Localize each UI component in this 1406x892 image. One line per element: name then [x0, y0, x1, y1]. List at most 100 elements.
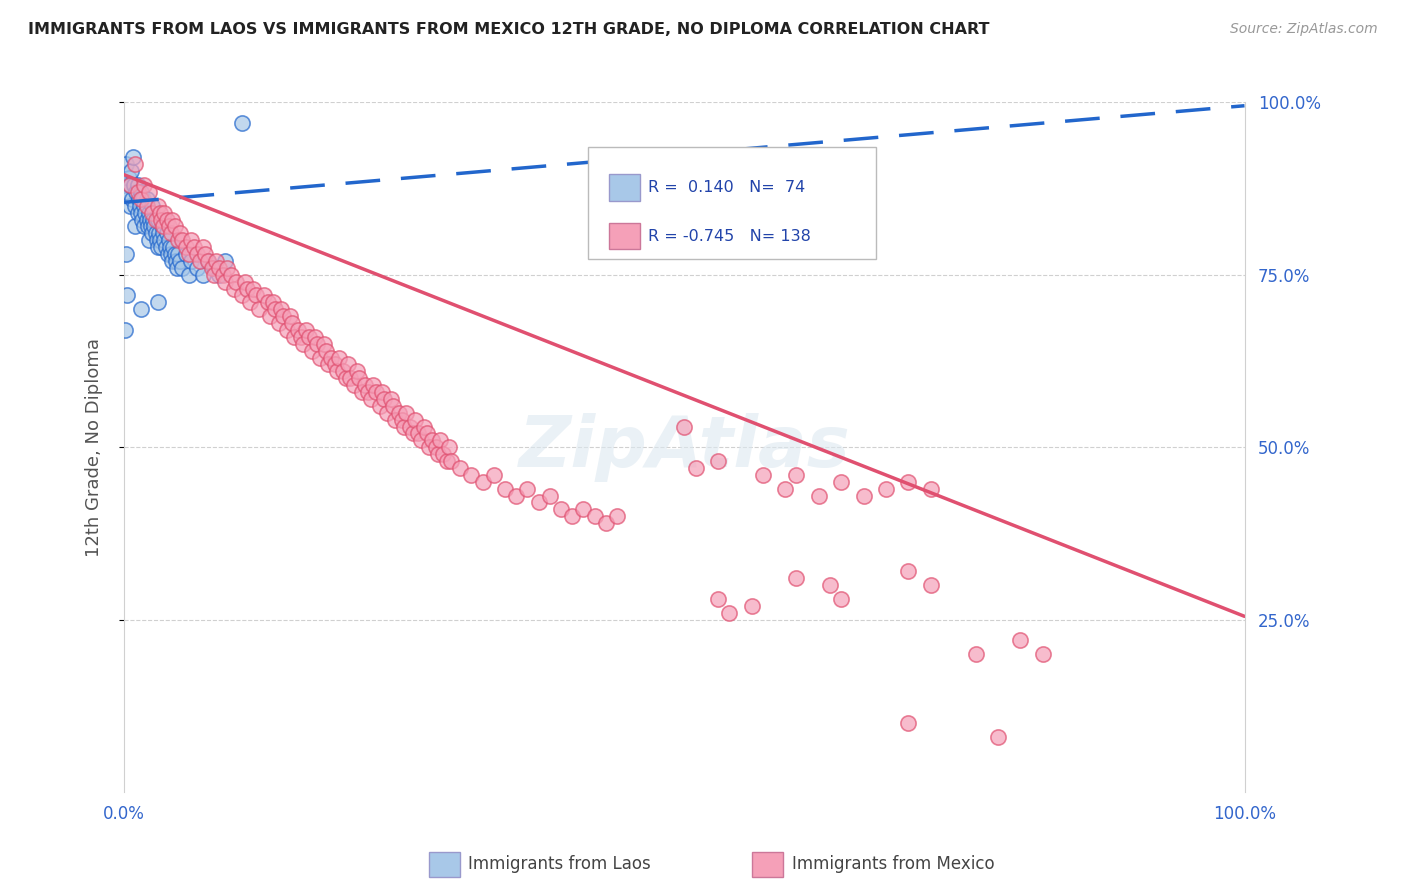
- Point: [152, 227, 174, 241]
- Point: [150, 240, 173, 254]
- Point: [426, 447, 449, 461]
- Point: [987, 730, 1010, 744]
- Point: [160, 227, 183, 241]
- Point: [309, 351, 332, 365]
- Point: [163, 247, 186, 261]
- Point: [135, 212, 157, 227]
- Point: [346, 364, 368, 378]
- Point: [785, 205, 807, 219]
- Point: [398, 419, 420, 434]
- Point: [315, 343, 337, 358]
- Point: [186, 247, 208, 261]
- Point: [219, 268, 242, 282]
- Point: [115, 247, 138, 261]
- Point: [149, 205, 172, 219]
- Point: [673, 419, 696, 434]
- Point: [357, 385, 380, 400]
- Point: [276, 323, 298, 337]
- Point: [134, 178, 156, 192]
- Point: [153, 233, 176, 247]
- Point: [377, 406, 399, 420]
- Point: [561, 509, 583, 524]
- Point: [202, 260, 225, 275]
- Point: [129, 205, 152, 219]
- Point: [830, 475, 852, 489]
- Point: [142, 212, 165, 227]
- Point: [298, 330, 321, 344]
- Point: [290, 330, 312, 344]
- Point: [404, 412, 426, 426]
- Point: [437, 440, 460, 454]
- Point: [247, 302, 270, 317]
- Point: [127, 205, 149, 219]
- Point: [163, 219, 186, 234]
- Point: [180, 233, 202, 247]
- Point: [262, 295, 284, 310]
- Point: [406, 426, 429, 441]
- Point: [281, 316, 304, 330]
- Point: [135, 192, 157, 206]
- Point: [1010, 633, 1032, 648]
- Point: [125, 185, 148, 199]
- Point: [267, 316, 290, 330]
- Point: [337, 358, 360, 372]
- Point: [388, 406, 411, 420]
- Point: [160, 247, 183, 261]
- Point: [115, 157, 138, 171]
- Point: [135, 199, 157, 213]
- Point: [172, 233, 194, 247]
- Point: [471, 475, 494, 489]
- Text: IMMIGRANTS FROM LAOS VS IMMIGRANTS FROM MEXICO 12TH GRADE, NO DIPLOMA CORRELATIO: IMMIGRANTS FROM LAOS VS IMMIGRANTS FROM …: [28, 22, 990, 37]
- Point: [120, 164, 142, 178]
- Point: [418, 440, 440, 454]
- Point: [420, 434, 443, 448]
- Point: [205, 254, 228, 268]
- Point: [572, 502, 595, 516]
- Point: [217, 260, 239, 275]
- Point: [197, 254, 219, 268]
- Point: [368, 399, 391, 413]
- Point: [321, 351, 343, 365]
- Point: [305, 336, 328, 351]
- Point: [1032, 648, 1054, 662]
- Point: [264, 302, 287, 317]
- Point: [253, 288, 276, 302]
- Point: [174, 240, 197, 254]
- Point: [141, 227, 163, 241]
- Point: [371, 385, 394, 400]
- Point: [818, 578, 841, 592]
- Point: [239, 295, 262, 310]
- Point: [391, 412, 413, 426]
- Point: [149, 233, 172, 247]
- Point: [460, 467, 482, 482]
- Point: [134, 199, 156, 213]
- Point: [233, 275, 256, 289]
- Text: ZipAtlas: ZipAtlas: [519, 413, 851, 482]
- Point: [155, 240, 177, 254]
- Point: [606, 509, 628, 524]
- Point: [148, 227, 170, 241]
- Point: [117, 288, 139, 302]
- Point: [773, 482, 796, 496]
- Point: [143, 219, 166, 234]
- Point: [449, 461, 471, 475]
- Point: [186, 260, 208, 275]
- Point: [146, 295, 169, 310]
- Point: [179, 247, 201, 261]
- Point: [127, 185, 149, 199]
- Point: [117, 185, 139, 199]
- Point: [146, 199, 169, 213]
- Point: [121, 192, 143, 206]
- Point: [211, 268, 233, 282]
- Point: [156, 212, 179, 227]
- Point: [259, 309, 281, 323]
- Point: [409, 434, 432, 448]
- Point: [141, 199, 163, 213]
- Point: [304, 330, 326, 344]
- Point: [283, 330, 305, 344]
- Point: [139, 212, 162, 227]
- Point: [270, 302, 292, 317]
- Point: [785, 571, 807, 585]
- Point: [194, 247, 217, 261]
- Y-axis label: 12th Grade, No Diploma: 12th Grade, No Diploma: [86, 338, 103, 557]
